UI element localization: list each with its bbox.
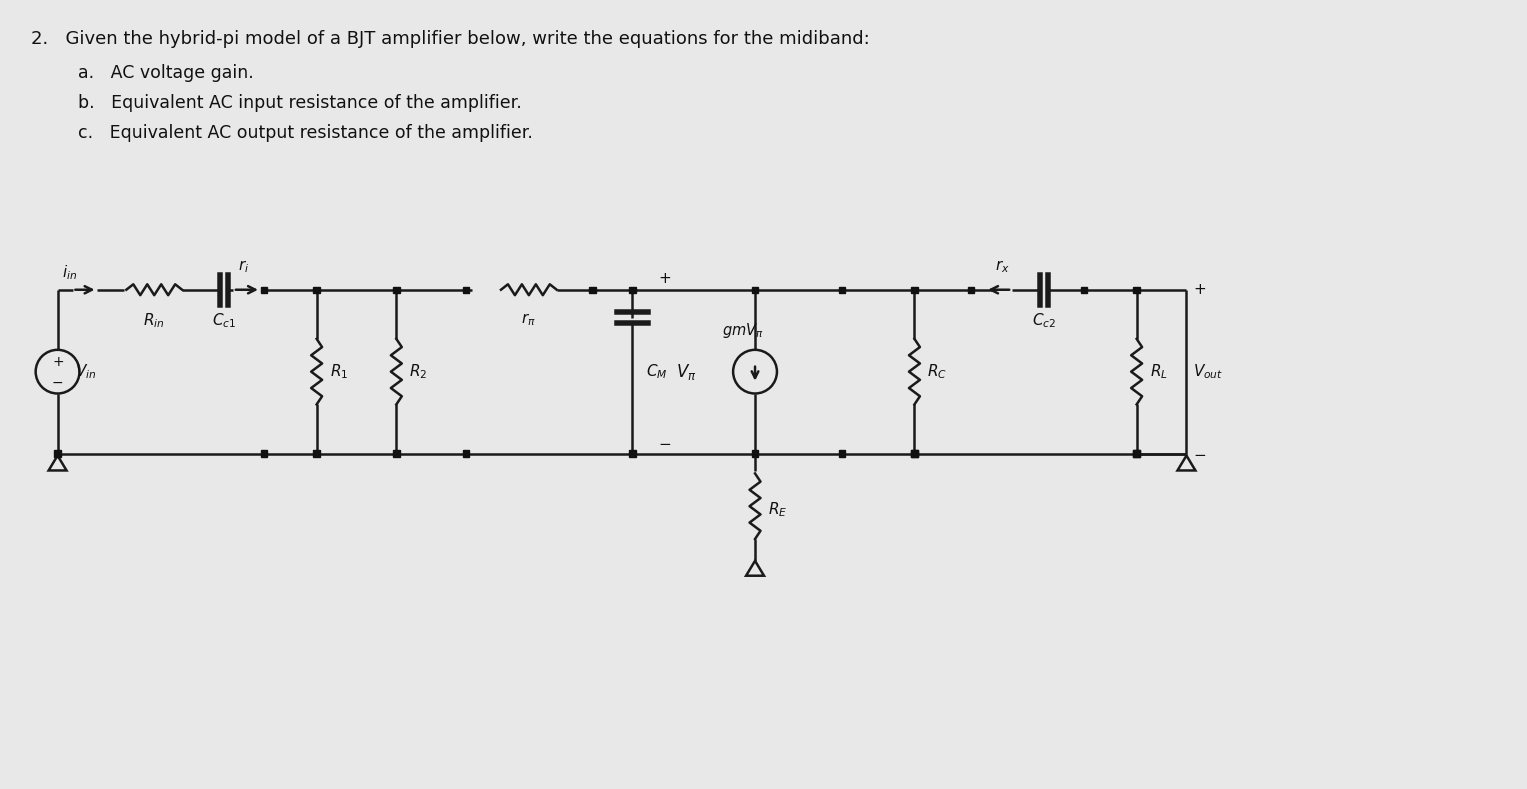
Bar — [838, 286, 844, 293]
Bar — [261, 286, 267, 293]
Text: $+$: $+$ — [658, 271, 670, 286]
Text: $-$: $-$ — [658, 435, 670, 450]
Text: $V_{out}$: $V_{out}$ — [1194, 362, 1223, 381]
Bar — [912, 451, 918, 457]
Bar — [1133, 451, 1139, 457]
Bar — [589, 286, 596, 293]
Text: b.   Equivalent AC input resistance of the amplifier.: b. Equivalent AC input resistance of the… — [78, 94, 521, 112]
Text: $r_i$: $r_i$ — [238, 258, 249, 275]
Text: a.   AC voltage gain.: a. AC voltage gain. — [78, 65, 253, 82]
Text: $-$: $-$ — [52, 375, 64, 389]
Text: $V_{in}$: $V_{in}$ — [75, 362, 96, 381]
Text: $r_\pi$: $r_\pi$ — [521, 312, 536, 328]
Text: $C_{c1}$: $C_{c1}$ — [212, 312, 237, 331]
Bar — [629, 286, 635, 293]
Text: $r_x$: $r_x$ — [994, 258, 1009, 275]
Bar — [463, 286, 469, 293]
Text: $R_2$: $R_2$ — [409, 362, 428, 381]
Bar — [1133, 286, 1139, 293]
Text: $C_M$: $C_M$ — [646, 362, 667, 381]
Bar — [1133, 451, 1139, 457]
Bar — [751, 451, 759, 457]
Text: $C_{c2}$: $C_{c2}$ — [1032, 312, 1057, 331]
Bar — [751, 286, 759, 293]
Bar — [912, 451, 918, 457]
Text: 2.   Given the hybrid-pi model of a BJT amplifier below, write the equations for: 2. Given the hybrid-pi model of a BJT am… — [31, 30, 869, 47]
Text: $+$: $+$ — [52, 355, 64, 368]
Bar — [968, 286, 974, 293]
Bar — [838, 451, 844, 457]
Bar — [629, 451, 635, 457]
Bar — [1081, 286, 1087, 293]
Text: $R_L$: $R_L$ — [1150, 362, 1168, 381]
Bar — [392, 451, 400, 457]
Bar — [313, 286, 319, 293]
Text: $R_1$: $R_1$ — [330, 362, 348, 381]
Bar — [55, 451, 61, 457]
Bar — [313, 451, 319, 457]
Bar — [463, 451, 469, 457]
Bar — [392, 286, 400, 293]
Text: $+$: $+$ — [1194, 282, 1206, 297]
Text: $R_{in}$: $R_{in}$ — [144, 312, 165, 331]
Text: $R_C$: $R_C$ — [927, 362, 947, 381]
Bar — [261, 451, 267, 457]
Text: $i_{in}$: $i_{in}$ — [61, 263, 76, 282]
Text: $V_\pi$: $V_\pi$ — [676, 361, 696, 382]
Text: $gm V_\pi$: $gm V_\pi$ — [722, 321, 764, 340]
Bar — [912, 286, 918, 293]
Text: $R_E$: $R_E$ — [768, 500, 788, 518]
Text: $-$: $-$ — [1194, 446, 1206, 461]
Text: c.   Equivalent AC output resistance of the amplifier.: c. Equivalent AC output resistance of th… — [78, 124, 533, 142]
